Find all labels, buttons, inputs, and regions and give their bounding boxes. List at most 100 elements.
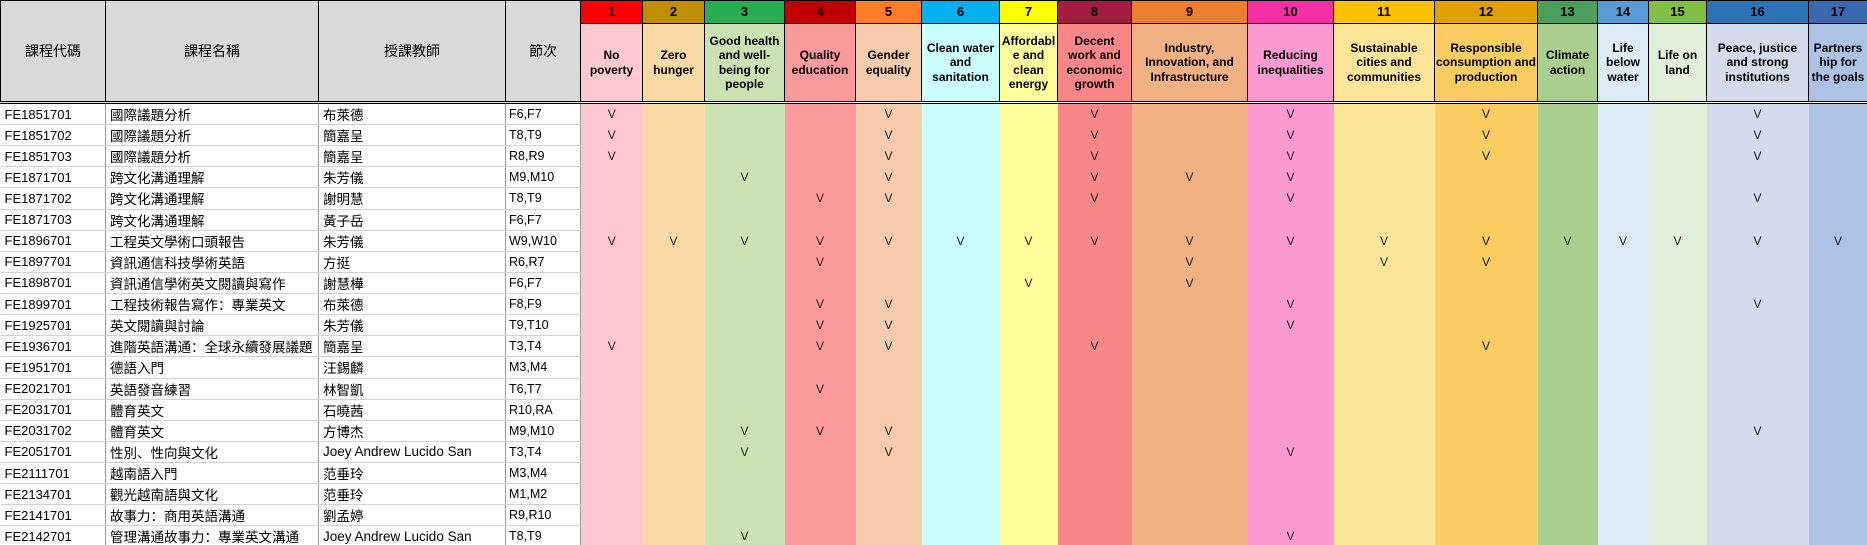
cell-sdg-7[interactable]: [999, 293, 1058, 315]
cell-sdg-6[interactable]: [921, 399, 1000, 421]
cell-sdg-7[interactable]: [999, 441, 1058, 463]
cell-teacher[interactable]: 簡嘉呈: [318, 124, 506, 147]
cell-sdg-16[interactable]: [1706, 483, 1809, 505]
cell-sdg-16[interactable]: [1706, 504, 1809, 526]
cell-sdg-12[interactable]: V: [1434, 251, 1538, 273]
cell-sdg-1[interactable]: [580, 483, 643, 505]
cell-sdg-8[interactable]: [1057, 441, 1132, 463]
cell-sdg-16[interactable]: [1706, 399, 1809, 421]
cell-sdg-12[interactable]: [1434, 293, 1538, 315]
cell-sdg-14[interactable]: [1597, 251, 1649, 273]
cell-sdg-3[interactable]: [704, 314, 785, 336]
cell-course-name[interactable]: 性別、性向與文化: [105, 441, 319, 464]
cell-sdg-9[interactable]: [1131, 293, 1248, 315]
cell-sdg-14[interactable]: [1597, 166, 1649, 188]
cell-sdg-2[interactable]: V: [642, 230, 705, 252]
cell-course-name[interactable]: 故事力：商用英語溝通: [105, 504, 319, 527]
sdg-4-number-header[interactable]: 4: [784, 0, 856, 24]
cell-sdg-11[interactable]: [1333, 399, 1435, 421]
cell-sdg-12[interactable]: [1434, 209, 1538, 231]
cell-course-name[interactable]: 國際議題分析: [105, 102, 319, 125]
cell-sdg-14[interactable]: [1597, 483, 1649, 505]
cell-sdg-1[interactable]: V: [580, 335, 643, 357]
cell-course-code[interactable]: FE1897701: [0, 251, 106, 273]
cell-sdg-9[interactable]: [1131, 335, 1248, 357]
cell-sdg-1[interactable]: [580, 356, 643, 378]
cell-course-name[interactable]: 體育英文: [105, 399, 319, 421]
cell-sdg-1[interactable]: V: [580, 230, 643, 252]
cell-teacher[interactable]: 謝慧樺: [318, 272, 506, 295]
cell-period[interactable]: T9,T10: [505, 314, 581, 337]
cell-sdg-2[interactable]: [642, 335, 705, 357]
cell-sdg-2[interactable]: [642, 356, 705, 378]
cell-sdg-17[interactable]: [1808, 166, 1867, 188]
cell-sdg-5[interactable]: V: [855, 187, 922, 209]
cell-period[interactable]: W9,W10: [505, 230, 581, 252]
cell-sdg-10[interactable]: V: [1247, 314, 1334, 336]
header-period[interactable]: 節次: [505, 0, 581, 104]
cell-sdg-12[interactable]: [1434, 483, 1538, 505]
cell-sdg-9[interactable]: V: [1131, 230, 1248, 252]
cell-sdg-11[interactable]: [1333, 441, 1435, 463]
cell-sdg-8[interactable]: [1057, 314, 1132, 336]
cell-sdg-12[interactable]: [1434, 187, 1538, 209]
cell-period[interactable]: F8,F9: [505, 293, 581, 316]
cell-sdg-7[interactable]: [999, 314, 1058, 336]
cell-sdg-11[interactable]: [1333, 356, 1435, 378]
cell-sdg-14[interactable]: [1597, 102, 1649, 125]
cell-sdg-10[interactable]: [1247, 483, 1334, 505]
cell-sdg-14[interactable]: [1597, 356, 1649, 378]
cell-sdg-11[interactable]: [1333, 314, 1435, 336]
cell-sdg-9[interactable]: [1131, 420, 1248, 442]
header-course-code[interactable]: 課程代碼: [0, 0, 106, 104]
cell-sdg-17[interactable]: [1808, 378, 1867, 400]
cell-teacher[interactable]: 簡嘉呈: [318, 145, 506, 168]
cell-sdg-4[interactable]: [784, 441, 856, 463]
cell-teacher[interactable]: 方挺: [318, 251, 506, 273]
cell-period[interactable]: T3,T4: [505, 335, 581, 358]
cell-sdg-4[interactable]: [784, 102, 856, 125]
cell-sdg-13[interactable]: [1537, 124, 1598, 146]
sdg-12-name-header[interactable]: Responsible consumption and production: [1434, 23, 1538, 104]
cell-course-code[interactable]: FE1936701: [0, 335, 106, 358]
cell-teacher[interactable]: 黃子岳: [318, 209, 506, 231]
cell-sdg-14[interactable]: [1597, 525, 1649, 545]
cell-sdg-1[interactable]: [580, 209, 643, 231]
cell-sdg-11[interactable]: [1333, 102, 1435, 125]
cell-sdg-1[interactable]: [580, 293, 643, 315]
cell-sdg-16[interactable]: [1706, 251, 1809, 273]
header-teacher[interactable]: 授課教師: [318, 0, 506, 104]
cell-sdg-3[interactable]: [704, 378, 785, 400]
cell-course-code[interactable]: FE2021701: [0, 378, 106, 400]
cell-period[interactable]: T8,T9: [505, 124, 581, 147]
cell-sdg-5[interactable]: V: [855, 420, 922, 442]
cell-sdg-1[interactable]: [580, 525, 643, 545]
cell-sdg-8[interactable]: [1057, 272, 1132, 294]
cell-sdg-3[interactable]: [704, 399, 785, 421]
cell-sdg-15[interactable]: [1648, 335, 1707, 357]
cell-period[interactable]: M9,M10: [505, 420, 581, 442]
cell-sdg-6[interactable]: [921, 272, 1000, 294]
cell-sdg-12[interactable]: V: [1434, 145, 1538, 167]
cell-sdg-17[interactable]: [1808, 483, 1867, 505]
cell-teacher[interactable]: 劉孟婷: [318, 504, 506, 527]
cell-sdg-4[interactable]: [784, 483, 856, 505]
cell-sdg-12[interactable]: [1434, 525, 1538, 545]
cell-sdg-12[interactable]: [1434, 504, 1538, 526]
cell-teacher[interactable]: 方博杰: [318, 420, 506, 442]
cell-sdg-3[interactable]: [704, 335, 785, 357]
cell-sdg-17[interactable]: [1808, 504, 1867, 526]
cell-sdg-2[interactable]: [642, 525, 705, 545]
cell-sdg-8[interactable]: V: [1057, 187, 1132, 209]
sdg-10-name-header[interactable]: Reducing inequalities: [1247, 23, 1334, 104]
cell-course-name[interactable]: 工程技術報告寫作：專業英文: [105, 293, 319, 316]
cell-sdg-15[interactable]: [1648, 356, 1707, 378]
cell-sdg-15[interactable]: [1648, 145, 1707, 167]
cell-sdg-6[interactable]: [921, 504, 1000, 526]
cell-sdg-12[interactable]: [1434, 462, 1538, 484]
cell-sdg-13[interactable]: [1537, 145, 1598, 167]
cell-sdg-16[interactable]: [1706, 166, 1809, 188]
cell-sdg-1[interactable]: [580, 378, 643, 400]
cell-sdg-8[interactable]: [1057, 209, 1132, 231]
cell-period[interactable]: R9,R10: [505, 504, 581, 527]
